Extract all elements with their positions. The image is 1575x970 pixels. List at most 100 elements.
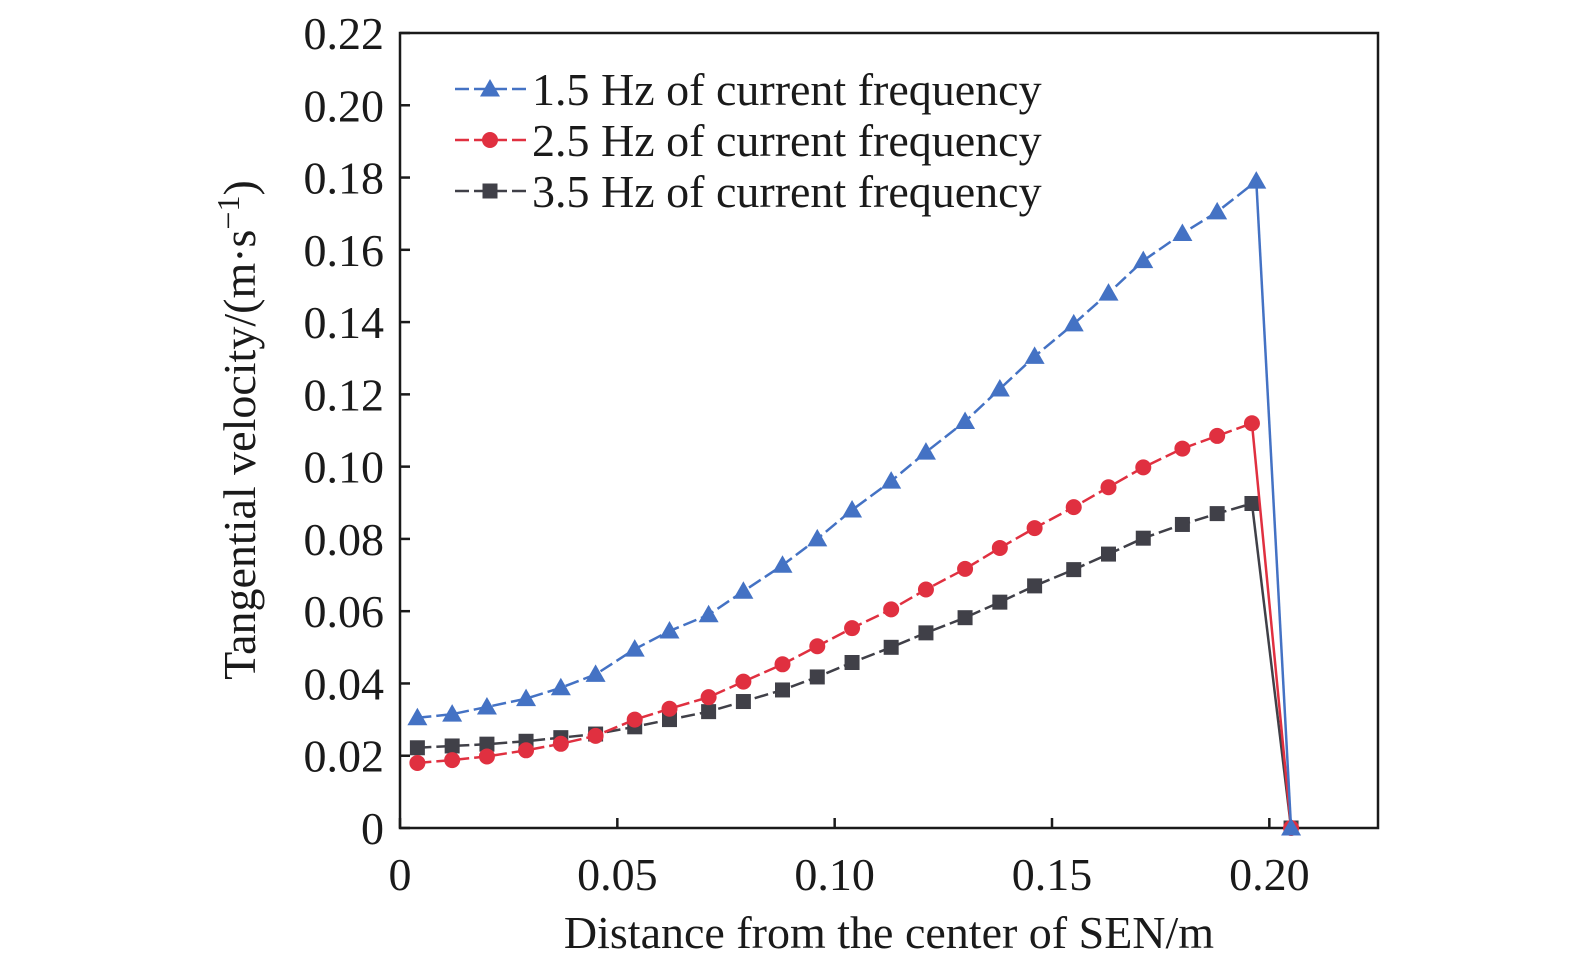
data-point bbox=[444, 752, 461, 769]
series-group bbox=[407, 171, 1302, 836]
data-point bbox=[883, 601, 900, 618]
y-axis-title-close: ) bbox=[214, 180, 265, 195]
x-axis-title: Distance from the center of SEN/m bbox=[564, 907, 1214, 958]
data-point bbox=[476, 696, 497, 715]
y-tick-label: 0.20 bbox=[304, 80, 385, 131]
data-point bbox=[957, 610, 973, 626]
data-point bbox=[1100, 479, 1117, 496]
y-tick-label: 0.14 bbox=[304, 297, 385, 348]
data-point bbox=[1209, 506, 1225, 522]
series-line bbox=[417, 422, 1253, 765]
y-axis-title-superscript: −1 bbox=[210, 196, 246, 230]
data-point bbox=[772, 555, 793, 573]
data-point bbox=[1027, 578, 1043, 594]
data-point bbox=[917, 581, 934, 598]
data-point bbox=[1026, 520, 1043, 537]
y-axis-title: Tangential velocity/(m·s−1) bbox=[210, 180, 265, 680]
legend-item: 1.5 Hz of current frequency bbox=[455, 64, 1042, 115]
data-point bbox=[442, 704, 463, 722]
data-point bbox=[1172, 223, 1193, 242]
y-tick-label: 0.12 bbox=[304, 369, 385, 420]
x-tick-label: 0 bbox=[389, 849, 412, 900]
data-point bbox=[842, 500, 863, 518]
data-point bbox=[1244, 495, 1260, 511]
series-square bbox=[409, 495, 1299, 836]
data-point bbox=[1065, 499, 1082, 516]
data-point bbox=[957, 560, 974, 577]
data-point bbox=[1135, 530, 1151, 546]
series-drop-line bbox=[1250, 423, 1293, 829]
data-point bbox=[698, 604, 719, 623]
data-point bbox=[991, 539, 1008, 556]
data-point bbox=[550, 677, 571, 696]
y-tick-label: 0.04 bbox=[304, 658, 385, 709]
data-point bbox=[1133, 250, 1154, 269]
data-point bbox=[735, 673, 752, 690]
data-point bbox=[1207, 201, 1228, 220]
data-point bbox=[1135, 459, 1152, 476]
data-point bbox=[587, 727, 604, 744]
x-tick-label: 0.20 bbox=[1229, 849, 1310, 900]
data-point bbox=[807, 528, 828, 547]
data-point bbox=[1174, 516, 1190, 532]
data-point bbox=[1063, 313, 1084, 332]
data-point bbox=[409, 754, 426, 771]
data-point bbox=[1209, 427, 1226, 444]
y-axis-title-main: Tangential velocity/(m·s bbox=[214, 230, 265, 680]
legend-item: 3.5 Hz of current frequency bbox=[455, 166, 1042, 217]
y-tick-label: 0.06 bbox=[304, 586, 385, 637]
legend-label: 1.5 Hz of current frequency bbox=[532, 64, 1042, 115]
data-point bbox=[661, 712, 677, 728]
axis-ticks: 0 0.02 0.04 0.06 0.08 0.10 0.12 0.14 0.16 0.18 0.2… bbox=[304, 8, 1310, 900]
legend-marker bbox=[482, 132, 498, 148]
data-point bbox=[774, 656, 791, 673]
y-tick-label: 0 bbox=[361, 803, 384, 854]
y-tick-label: 0.10 bbox=[304, 442, 385, 493]
data-point bbox=[661, 700, 678, 717]
data-point bbox=[1243, 415, 1260, 432]
data-point bbox=[881, 471, 902, 489]
data-point bbox=[915, 442, 936, 460]
series-line bbox=[417, 502, 1253, 750]
legend-marker bbox=[480, 79, 500, 97]
data-point bbox=[733, 581, 754, 599]
data-point bbox=[701, 704, 717, 720]
data-point bbox=[552, 735, 569, 752]
y-tick-label: 0.08 bbox=[304, 514, 385, 565]
data-point bbox=[1098, 283, 1119, 301]
data-point bbox=[844, 654, 860, 670]
data-point bbox=[955, 411, 976, 429]
data-point bbox=[844, 620, 861, 637]
legend-marker bbox=[482, 183, 498, 199]
data-point bbox=[585, 664, 606, 682]
data-point bbox=[444, 738, 460, 754]
data-point bbox=[989, 378, 1010, 397]
data-point bbox=[516, 688, 537, 707]
x-tick-label: 0.15 bbox=[1012, 849, 1093, 900]
series-triangle bbox=[407, 171, 1302, 836]
data-point bbox=[883, 639, 899, 655]
y-tick-label: 0.22 bbox=[304, 8, 385, 59]
data-point bbox=[992, 594, 1008, 610]
series-drop-line bbox=[1255, 181, 1293, 829]
data-point bbox=[518, 742, 535, 759]
data-point bbox=[1024, 346, 1045, 364]
legend-label: 3.5 Hz of current frequency bbox=[532, 166, 1042, 217]
data-point bbox=[918, 625, 934, 641]
x-tick-label: 0.10 bbox=[794, 849, 875, 900]
data-point bbox=[409, 740, 425, 756]
data-point bbox=[626, 711, 643, 728]
data-point bbox=[809, 638, 826, 655]
y-tick-label: 0.16 bbox=[304, 225, 385, 276]
series-circle bbox=[409, 415, 1300, 836]
data-point bbox=[1281, 818, 1302, 836]
data-point bbox=[479, 736, 495, 752]
data-point bbox=[659, 621, 680, 639]
data-point bbox=[700, 689, 717, 706]
series-drop-line bbox=[1250, 503, 1293, 829]
data-point bbox=[478, 748, 495, 765]
data-point bbox=[809, 669, 825, 685]
data-point bbox=[1246, 171, 1267, 189]
